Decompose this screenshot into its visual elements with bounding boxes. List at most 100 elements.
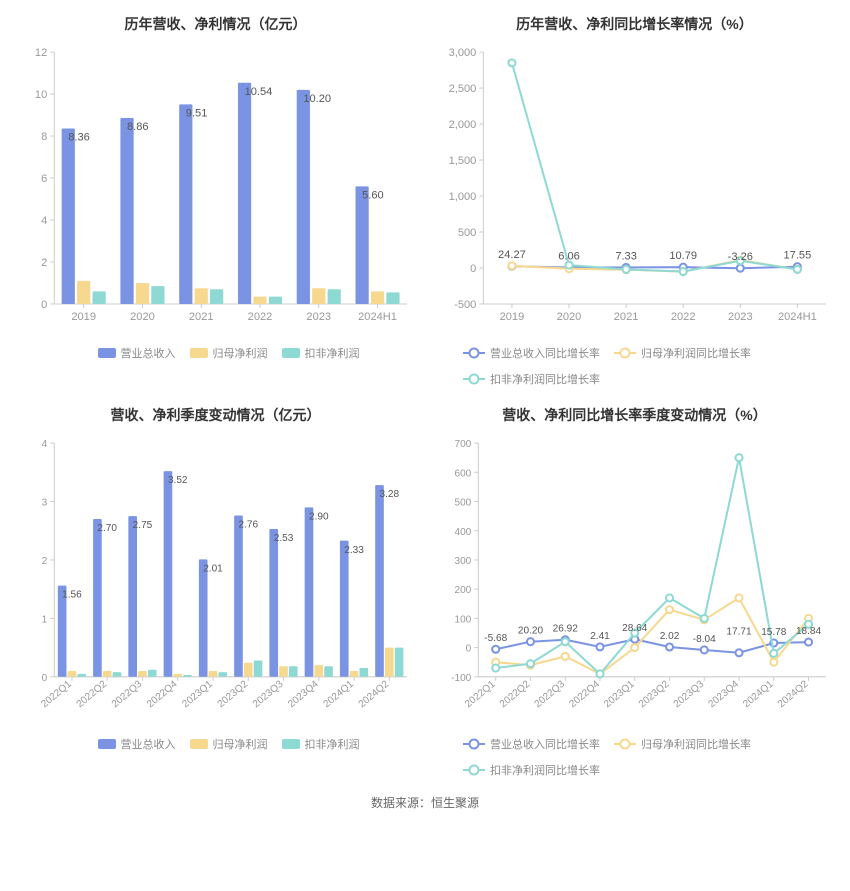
svg-text:10.54: 10.54 bbox=[245, 86, 273, 98]
legend-label: 营业总收入同比增长率 bbox=[490, 345, 600, 361]
svg-text:-3.26: -3.26 bbox=[728, 251, 753, 263]
svg-text:500: 500 bbox=[458, 227, 476, 239]
svg-text:2020: 2020 bbox=[130, 311, 155, 323]
svg-text:2023Q3: 2023Q3 bbox=[251, 679, 286, 711]
legend-swatch-icon bbox=[282, 739, 300, 749]
legend-item: 归母净利润 bbox=[190, 345, 268, 361]
legend-item: 扣非净利润同比增长率 bbox=[463, 371, 600, 387]
legend-label: 归母净利润 bbox=[213, 345, 268, 361]
legend-swatch-icon bbox=[190, 739, 208, 749]
svg-text:2023Q4: 2023Q4 bbox=[286, 679, 321, 711]
svg-text:0: 0 bbox=[470, 263, 476, 275]
chart-title: 营收、净利同比增长率季度变动情况（%） bbox=[433, 405, 836, 425]
legend-item: 营业总收入 bbox=[98, 736, 176, 752]
svg-text:100: 100 bbox=[454, 615, 471, 626]
legend-item: 扣非净利润 bbox=[282, 345, 360, 361]
legend-label: 扣非净利润同比增长率 bbox=[490, 762, 600, 778]
svg-text:2023: 2023 bbox=[728, 311, 753, 323]
chart-title: 历年营收、净利情况（亿元） bbox=[14, 14, 417, 34]
svg-text:2024Q2: 2024Q2 bbox=[357, 679, 392, 711]
svg-text:2019: 2019 bbox=[500, 311, 525, 323]
chart-annual-revenue: 历年营收、净利情况（亿元） 0246810128.3620198.8620209… bbox=[10, 10, 421, 393]
svg-text:2.53: 2.53 bbox=[274, 533, 294, 544]
legend-item: 营业总收入 bbox=[98, 345, 176, 361]
svg-text:10: 10 bbox=[35, 89, 47, 101]
svg-text:700: 700 bbox=[454, 439, 471, 450]
svg-text:2.02: 2.02 bbox=[660, 631, 680, 642]
legend-label: 扣非净利润同比增长率 bbox=[490, 371, 600, 387]
svg-text:9.51: 9.51 bbox=[186, 107, 208, 119]
legend-label: 归母净利润 bbox=[213, 736, 268, 752]
svg-text:20.20: 20.20 bbox=[518, 626, 544, 637]
chart-legend: 营业总收入 归母净利润 扣非净利润 bbox=[14, 339, 417, 363]
svg-text:2022: 2022 bbox=[248, 311, 273, 323]
legend-swatch-icon bbox=[190, 348, 208, 358]
svg-text:2024H1: 2024H1 bbox=[358, 311, 397, 323]
legend-item: 扣非净利润 bbox=[282, 736, 360, 752]
svg-text:2019: 2019 bbox=[71, 311, 96, 323]
svg-text:2022Q2: 2022Q2 bbox=[75, 679, 110, 711]
svg-text:7.33: 7.33 bbox=[615, 250, 637, 262]
chart-canvas: -1000100200300400500600700-5.6820.2026.9… bbox=[433, 433, 836, 730]
svg-text:2022Q3: 2022Q3 bbox=[110, 679, 145, 711]
svg-text:2,500: 2,500 bbox=[449, 83, 477, 95]
legend-label: 归母净利润同比增长率 bbox=[641, 736, 751, 752]
svg-text:26.92: 26.92 bbox=[553, 624, 579, 635]
legend-label: 营业总收入同比增长率 bbox=[490, 736, 600, 752]
legend-label: 营业总收入 bbox=[121, 736, 176, 752]
svg-text:8.86: 8.86 bbox=[127, 121, 149, 133]
svg-text:2023Q2: 2023Q2 bbox=[637, 679, 672, 711]
chart-canvas: 012341.562022Q12.702022Q22.752022Q33.522… bbox=[14, 433, 417, 730]
svg-text:2.90: 2.90 bbox=[309, 512, 329, 523]
svg-text:2022Q3: 2022Q3 bbox=[533, 679, 568, 711]
chart-legend: 营业总收入 归母净利润扣非净利润 bbox=[14, 730, 417, 754]
svg-text:-500: -500 bbox=[454, 299, 476, 311]
svg-text:2024H1: 2024H1 bbox=[778, 311, 817, 323]
chart-annual-growth: 历年营收、净利同比增长率情况（%） -50005001,0001,5002,00… bbox=[429, 10, 840, 393]
svg-text:8: 8 bbox=[41, 131, 47, 143]
chart-quarterly-growth: 营收、净利同比增长率季度变动情况（%） -1000100200300400500… bbox=[429, 401, 840, 784]
svg-text:600: 600 bbox=[454, 468, 471, 479]
data-source-line: 数据来源：恒生聚源 bbox=[10, 794, 840, 811]
svg-text:24.27: 24.27 bbox=[498, 249, 526, 261]
svg-text:-100: -100 bbox=[451, 673, 472, 684]
legend-label: 扣非净利润 bbox=[305, 345, 360, 361]
chart-title: 营收、净利季度变动情况（亿元） bbox=[14, 405, 417, 425]
legend-label: 营业总收入 bbox=[121, 345, 176, 361]
svg-text:2.33: 2.33 bbox=[344, 545, 364, 556]
svg-text:2.01: 2.01 bbox=[203, 564, 223, 575]
svg-text:2023Q2: 2023Q2 bbox=[216, 679, 251, 711]
svg-text:2021: 2021 bbox=[189, 311, 214, 323]
svg-text:3: 3 bbox=[42, 498, 48, 509]
legend-label: 归母净利润同比增长率 bbox=[641, 345, 751, 361]
svg-text:2.75: 2.75 bbox=[133, 520, 153, 531]
svg-text:6: 6 bbox=[41, 173, 47, 185]
svg-text:2024Q1: 2024Q1 bbox=[321, 679, 356, 711]
svg-text:4: 4 bbox=[41, 215, 47, 227]
svg-text:0: 0 bbox=[466, 644, 472, 655]
legend-line-icon bbox=[463, 374, 485, 384]
svg-text:28.64: 28.64 bbox=[622, 623, 648, 634]
svg-text:4: 4 bbox=[42, 439, 48, 450]
legend-line-icon bbox=[614, 739, 636, 749]
svg-text:2022: 2022 bbox=[671, 311, 696, 323]
legend-item: 归母净利润同比增长率 bbox=[614, 345, 751, 361]
svg-text:10.79: 10.79 bbox=[669, 250, 697, 262]
legend-item: 营业总收入同比增长率 bbox=[463, 345, 600, 361]
svg-text:6.06: 6.06 bbox=[558, 250, 580, 262]
svg-text:15.78: 15.78 bbox=[761, 627, 787, 638]
svg-text:3,000: 3,000 bbox=[449, 47, 477, 59]
svg-text:2022Q2: 2022Q2 bbox=[498, 679, 533, 711]
chart-legend: 营业总收入同比增长率 归母净利润同比增长率扣非净利润同比增长率 bbox=[433, 730, 836, 780]
svg-text:3.28: 3.28 bbox=[380, 489, 400, 500]
svg-text:2023Q3: 2023Q3 bbox=[672, 679, 707, 711]
svg-text:2.70: 2.70 bbox=[97, 523, 117, 534]
svg-text:0: 0 bbox=[41, 299, 47, 311]
legend-item: 营业总收入同比增长率 bbox=[463, 736, 600, 752]
svg-text:2023Q1: 2023Q1 bbox=[180, 679, 215, 711]
svg-text:2023: 2023 bbox=[306, 311, 331, 323]
svg-text:400: 400 bbox=[454, 527, 471, 538]
svg-text:300: 300 bbox=[454, 556, 471, 567]
svg-text:1,000: 1,000 bbox=[449, 191, 477, 203]
svg-text:18.84: 18.84 bbox=[796, 626, 822, 637]
